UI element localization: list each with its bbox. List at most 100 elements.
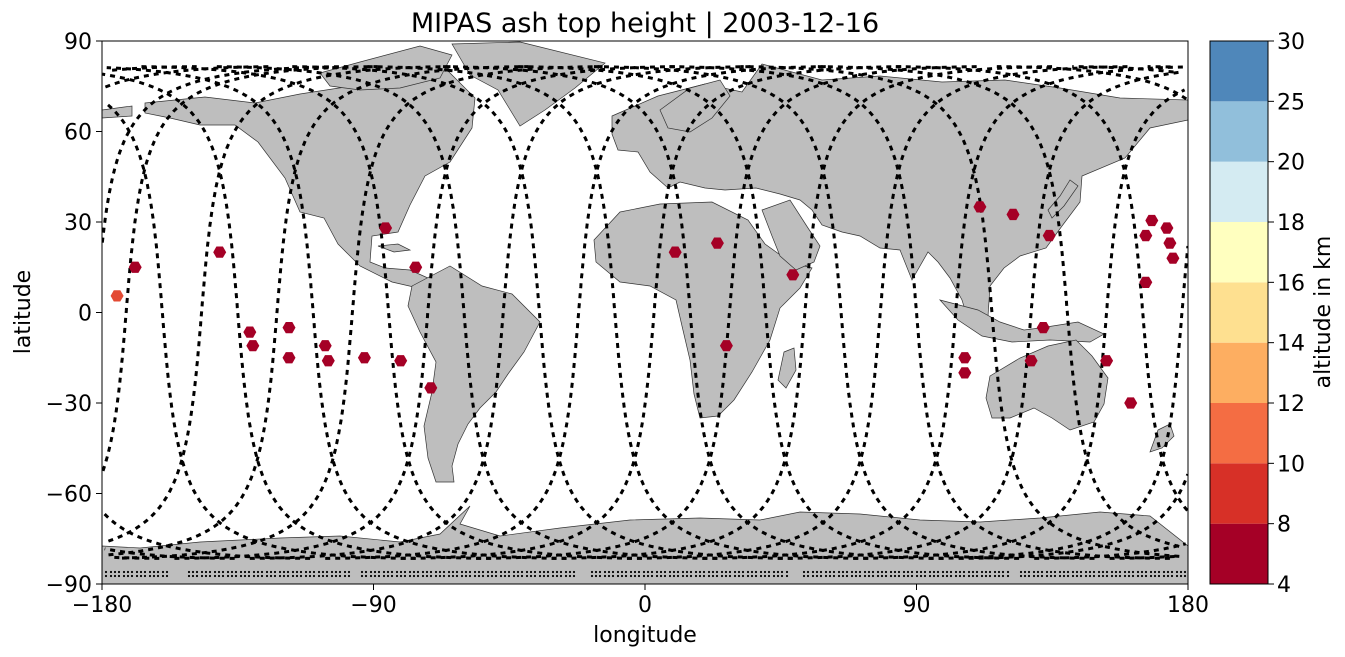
polar-measurement-dot <box>156 574 160 578</box>
polar-measurement-dot <box>200 570 204 574</box>
polar-measurement-dot <box>889 574 893 578</box>
polar-measurement-dot <box>416 570 420 574</box>
polar-measurement-dot <box>919 570 923 574</box>
polar-measurement-dot <box>460 574 464 578</box>
polar-measurement-dot <box>247 574 251 578</box>
satellite-track <box>114 555 160 560</box>
polar-measurement-dot <box>607 570 611 574</box>
polar-measurement-dot <box>321 570 325 574</box>
polar-measurement-dot <box>828 574 832 578</box>
polar-measurement-dot <box>1053 570 1057 574</box>
polar-measurement-dot <box>260 574 264 578</box>
polar-measurement-dot <box>295 570 299 574</box>
polar-measurement-dot <box>594 574 598 578</box>
polar-measurement-dot <box>637 574 641 578</box>
polar-measurement-dot <box>919 574 923 578</box>
polar-measurement-dot <box>741 574 745 578</box>
polar-measurement-dot <box>143 570 147 574</box>
polar-measurement-dot <box>728 574 732 578</box>
polar-measurement-dot <box>884 574 888 578</box>
polar-measurement-dot <box>928 574 932 578</box>
polar-measurement-dot <box>1118 570 1122 574</box>
colorbar-tick-label: 30 <box>1277 30 1305 55</box>
polar-measurement-dot <box>850 570 854 574</box>
polar-measurement-dot <box>243 574 247 578</box>
colorbar-ticks: 4 8 10 12 14 16 18 20 25 30 <box>1268 30 1305 598</box>
polar-measurement-dot <box>733 574 737 578</box>
colorbar-tick-label: 8 <box>1277 513 1291 538</box>
x-axis-label: longitude <box>593 623 697 648</box>
polar-measurement-dot <box>741 570 745 574</box>
y-axis-label: latitude <box>11 270 36 354</box>
polar-measurement-dot <box>629 570 633 574</box>
polar-measurement-dot <box>611 574 615 578</box>
ash-marker <box>243 326 257 338</box>
polar-measurement-dot <box>390 574 394 578</box>
polar-measurement-dot <box>1006 570 1010 574</box>
polar-measurement-dot <box>1084 570 1088 574</box>
polar-measurement-dot <box>876 574 880 578</box>
polar-measurement-dot <box>256 570 260 574</box>
polar-measurement-dot <box>408 574 412 578</box>
polar-measurement-dot <box>486 574 490 578</box>
polar-measurement-dot <box>308 574 312 578</box>
polar-measurement-dot <box>759 574 763 578</box>
polar-measurement-dot <box>806 574 810 578</box>
polar-measurement-dot <box>923 570 927 574</box>
polar-measurement-dot <box>867 570 871 574</box>
polar-measurement-dot <box>663 574 667 578</box>
polar-measurement-dot <box>295 574 299 578</box>
y-axis-ticks: 90 60 30 0 −30 −60 −90 <box>46 30 102 598</box>
polar-measurement-dot <box>308 570 312 574</box>
polar-measurement-dot <box>819 570 823 574</box>
polar-measurement-dot <box>1045 570 1049 574</box>
polar-measurement-dot <box>936 574 940 578</box>
colorbar-tick-label: 12 <box>1277 392 1305 417</box>
polar-measurement-dot <box>980 574 984 578</box>
polar-measurement-dot <box>871 570 875 574</box>
polar-measurement-dot <box>1071 570 1075 574</box>
polar-measurement-dot <box>897 574 901 578</box>
polar-measurement-dot <box>425 570 429 574</box>
polar-measurement-dot <box>997 574 1001 578</box>
polar-measurement-dot <box>1036 574 1040 578</box>
polar-measurement-dot <box>334 570 338 574</box>
colorbar-tick-label: 20 <box>1277 151 1305 176</box>
polar-measurement-dot <box>1049 570 1053 574</box>
polar-measurement-dot <box>572 574 576 578</box>
y-tick-label: 30 <box>64 211 92 236</box>
satellite-track <box>363 65 869 560</box>
polar-measurement-dot <box>265 574 269 578</box>
polar-measurement-dot <box>109 570 113 574</box>
ash-marker <box>973 201 987 213</box>
polar-measurement-dot <box>1157 570 1161 574</box>
polar-measurement-dot <box>785 570 789 574</box>
polar-measurement-dot <box>819 574 823 578</box>
polar-measurement-dot <box>265 570 269 574</box>
polar-measurement-dot <box>1136 574 1140 578</box>
polar-measurement-dot <box>915 574 919 578</box>
polar-measurement-dot <box>117 570 121 574</box>
polar-measurement-dot <box>659 574 663 578</box>
polar-measurement-dot <box>343 574 347 578</box>
polar-measurement-dot <box>1110 574 1114 578</box>
polar-measurement-dot <box>122 570 126 574</box>
polar-measurement-dot <box>252 574 256 578</box>
polar-measurement-dot <box>468 574 472 578</box>
polar-measurement-dot <box>629 574 633 578</box>
polar-measurement-dot <box>442 574 446 578</box>
polar-measurement-dot <box>650 574 654 578</box>
polar-measurement-dot <box>988 574 992 578</box>
polar-measurement-dot <box>434 570 438 574</box>
polar-measurement-dot <box>598 574 602 578</box>
polar-measurement-dot <box>1032 570 1036 574</box>
polar-measurement-dot <box>499 570 503 574</box>
polar-measurement-dot <box>832 570 836 574</box>
polar-measurement-dot <box>156 570 160 574</box>
polar-measurement-dot <box>334 574 338 578</box>
polar-measurement-dot <box>403 570 407 574</box>
polar-measurement-dot <box>642 570 646 574</box>
polar-measurement-dot <box>598 570 602 574</box>
polar-measurement-dot <box>481 574 485 578</box>
polar-measurement-dot <box>529 574 533 578</box>
